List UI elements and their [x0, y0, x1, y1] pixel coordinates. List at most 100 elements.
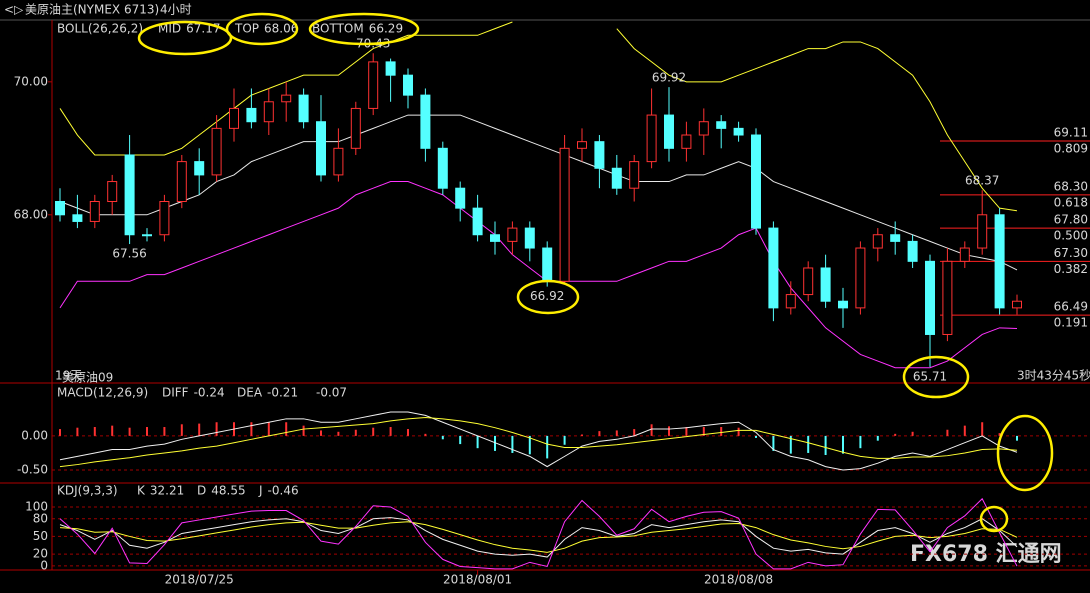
candle-body — [107, 181, 118, 203]
price-label: 66.92 — [530, 289, 564, 303]
legend-value: -0.21 — [267, 386, 298, 400]
highlight — [225, 12, 299, 46]
candle-body — [925, 260, 935, 335]
candle-body — [855, 247, 866, 309]
candle-body — [838, 300, 848, 309]
candle-body — [994, 214, 1005, 309]
y-tick-label: 20 — [33, 547, 48, 561]
candle-body — [55, 201, 65, 216]
candle-body — [472, 207, 483, 236]
candle-body — [263, 101, 274, 123]
candle-body — [577, 141, 587, 149]
candle-body — [524, 227, 535, 249]
highlight — [137, 20, 233, 56]
candle-body — [907, 240, 918, 262]
candle-body — [124, 154, 135, 236]
candle-body — [1012, 300, 1022, 309]
indicator-line — [59, 521, 1018, 553]
legend-value: 66.29 — [369, 22, 403, 36]
candle-body — [751, 134, 761, 229]
indicator-line — [59, 114, 1018, 271]
candle-body — [350, 107, 361, 149]
fib-price: 69.11 — [1054, 126, 1088, 140]
candle-body — [246, 107, 257, 123]
countdown: 3时43分45秒 — [1017, 369, 1090, 383]
legend-name: DEA — [237, 386, 263, 400]
date-label: 2018/07/25 — [165, 573, 234, 587]
fib-ratio: 0.618 — [1054, 195, 1088, 209]
candle-body — [942, 260, 953, 335]
indicator-title: KDJ(9,3,3) — [57, 484, 118, 498]
y-tick-label: 50 — [33, 529, 48, 543]
candle-body — [594, 141, 605, 169]
price-label: 69.92 — [652, 71, 686, 85]
indicator-line — [59, 517, 1018, 558]
indicator-title: MACD(12,26,9) — [57, 386, 148, 400]
fib-ratio: 0.382 — [1054, 262, 1088, 276]
footer-left: 19天 — [55, 369, 82, 383]
candle-body — [977, 214, 988, 249]
legend-name: TOP — [234, 22, 259, 36]
candle-body — [490, 234, 500, 242]
highlight — [902, 355, 970, 399]
fib-ratio: 0.809 — [1054, 142, 1088, 156]
y-tick-label: 80 — [33, 511, 48, 525]
legend-name: J — [258, 484, 263, 498]
symbol: 美原油主(NYMEX 6713) — [25, 3, 159, 17]
legend-value: -0.46 — [268, 484, 299, 498]
date-label: 2018/08/08 — [704, 573, 773, 587]
candle-body — [785, 294, 796, 309]
y-tick-label: 100 — [25, 499, 48, 513]
indicator-line — [59, 181, 1018, 369]
fib-price: 68.30 — [1054, 179, 1088, 193]
y-tick-label: 68.00 — [14, 207, 48, 221]
candle-body — [385, 61, 396, 76]
candle-body — [629, 161, 640, 189]
highlight — [308, 12, 420, 46]
candle-body — [803, 267, 814, 296]
highlight — [996, 414, 1054, 492]
candle-body — [159, 201, 170, 236]
date-label: 2018/08/01 — [443, 573, 512, 587]
indicator-line — [59, 416, 1018, 468]
candle-body — [316, 121, 326, 176]
legend-name: D — [197, 484, 206, 498]
candle-body — [733, 127, 744, 136]
candle-body — [646, 114, 657, 163]
price-label: 65.71 — [913, 370, 947, 384]
candle-body — [768, 227, 779, 309]
candle-body — [89, 201, 100, 222]
candle-body — [872, 234, 883, 249]
fib-price: 67.80 — [1054, 213, 1088, 227]
legend-value: 48.55 — [211, 484, 245, 498]
highlight — [979, 505, 1009, 533]
y-tick-label: 70.00 — [14, 74, 48, 88]
candle-body — [455, 187, 466, 209]
legend-value: 68.06 — [264, 22, 298, 36]
candle-body — [698, 121, 709, 136]
candle-body — [437, 147, 448, 189]
y-tick-label: 0 — [40, 558, 48, 572]
candle-body — [507, 227, 518, 242]
price-label: 68.37 — [965, 174, 999, 188]
candle-body — [959, 247, 970, 262]
nav-icons[interactable]: <▷ — [4, 3, 24, 17]
candle-body — [333, 147, 344, 176]
legend-name: DIFF — [162, 386, 189, 400]
candle-body — [229, 107, 239, 129]
candle-body — [664, 114, 674, 149]
legend-value: 32.21 — [150, 484, 184, 498]
period[interactable]: 4小时 — [160, 3, 192, 17]
highlight — [516, 279, 580, 315]
candle-body — [420, 94, 431, 149]
fib-price: 66.49 — [1054, 300, 1088, 314]
candle-body — [142, 234, 152, 237]
candle-body — [298, 94, 309, 123]
price-label: 67.56 — [112, 247, 146, 261]
fib-price: 67.30 — [1054, 246, 1088, 260]
macd-value: -0.07 — [316, 386, 347, 400]
candle-body — [820, 267, 831, 302]
candle-body — [211, 127, 222, 176]
